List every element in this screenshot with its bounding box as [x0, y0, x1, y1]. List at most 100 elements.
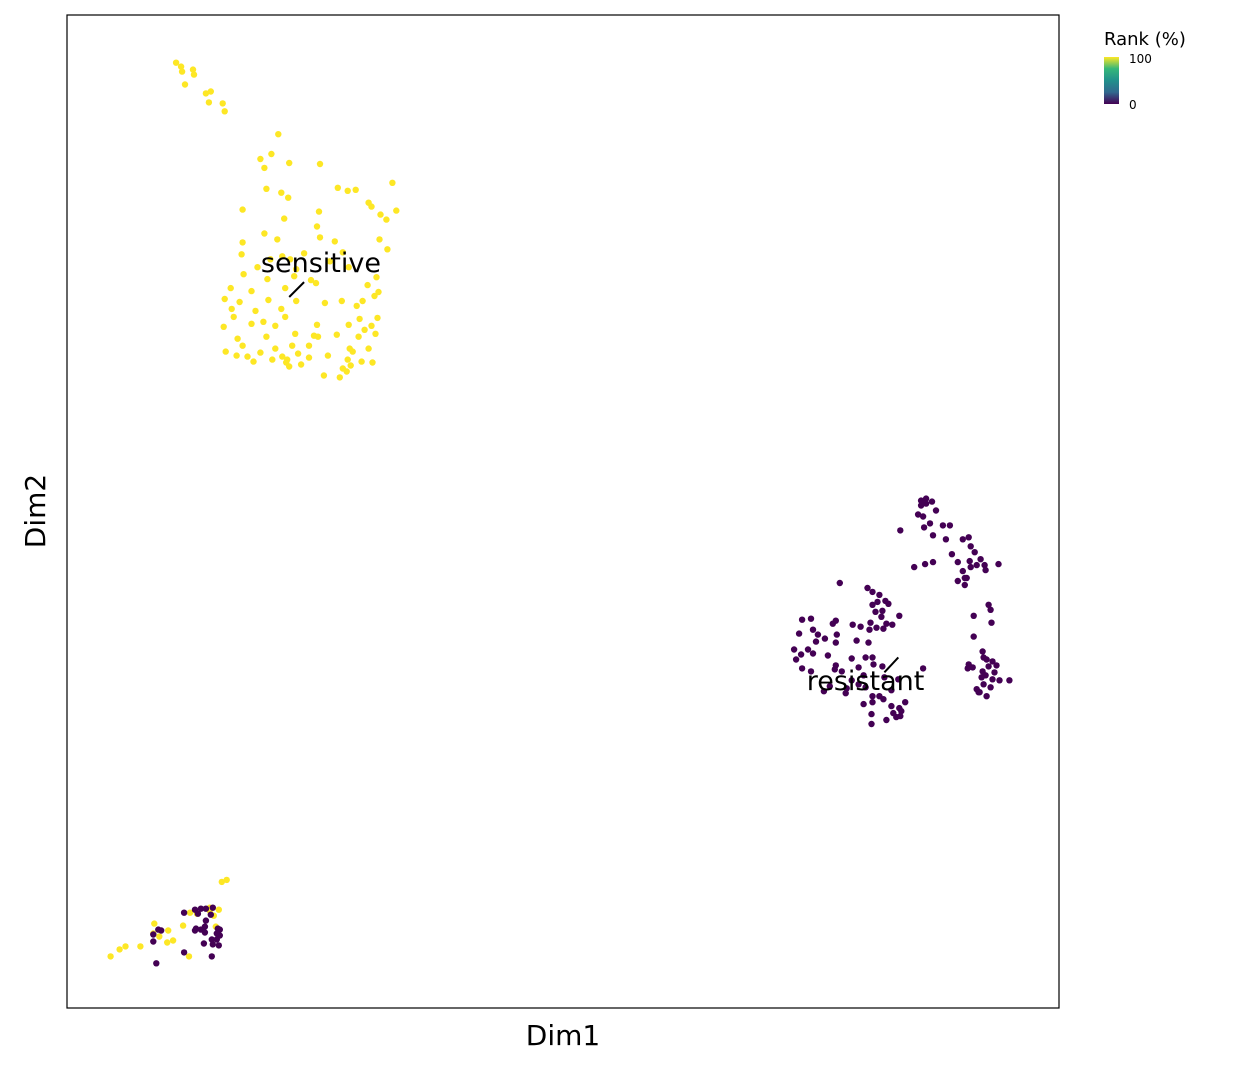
scatter-point [866, 626, 873, 633]
scatter-point [973, 561, 980, 569]
scatter-point [1006, 677, 1013, 684]
scatter-point [870, 661, 877, 668]
scatter-point [389, 179, 396, 186]
scatter-point [349, 348, 356, 355]
scatter-point [248, 320, 255, 327]
scatter-point [278, 305, 285, 313]
scatter-point [797, 651, 805, 658]
scatter-point [880, 625, 887, 632]
scatter-point [345, 264, 352, 271]
scatter-point [928, 498, 936, 505]
scatter-point [254, 264, 261, 271]
scatter-point [384, 246, 391, 253]
scatter-point [279, 253, 286, 260]
scatter-point [305, 342, 313, 349]
scatter-point [921, 560, 929, 568]
scatter-point [814, 631, 822, 638]
scatter-point [376, 236, 383, 243]
scatter-point [194, 910, 202, 917]
scatter-point [345, 321, 352, 328]
scatter-point [274, 236, 281, 243]
scatter-point [881, 674, 888, 681]
scatter-point [186, 909, 194, 916]
scatter-point [292, 330, 299, 337]
scatter-point [918, 500, 926, 507]
scatter-point [873, 624, 880, 631]
colorbar-tick-min: 0 [1129, 98, 1137, 112]
scatter-point [959, 567, 966, 575]
scatter-point [294, 350, 302, 357]
scatter-point [989, 676, 996, 683]
scatter-point [338, 297, 345, 305]
scatter-point [326, 258, 334, 265]
scatter-point [305, 354, 313, 361]
scatter-point [981, 561, 988, 569]
scatter-point [365, 345, 372, 352]
scatter-point [250, 358, 257, 365]
scatter-point [374, 314, 381, 322]
scatter-point [888, 687, 895, 694]
scatter-point [883, 620, 890, 627]
scatter-point [807, 615, 815, 622]
plot-panel [66, 14, 1060, 1009]
scatter-point [368, 322, 375, 329]
scatter-point [897, 712, 904, 720]
scatter-point [898, 707, 905, 715]
scatter-point [213, 936, 220, 943]
scatter-point [946, 522, 954, 529]
scatter-point [798, 665, 806, 672]
scatter-point [289, 342, 296, 349]
scatter-point [824, 652, 832, 659]
scatter-point [985, 601, 992, 608]
scatter-point [993, 662, 1000, 669]
scatter-point [347, 362, 354, 369]
scatter-point [272, 322, 279, 329]
scatter-point [902, 699, 909, 706]
scatter-point [869, 654, 876, 661]
scatter-point [889, 621, 896, 628]
scatter-point [236, 298, 243, 306]
scatter-point [978, 674, 985, 681]
scatter-point [222, 348, 229, 355]
scatter-point [970, 633, 977, 640]
scatter-point [314, 333, 322, 340]
scatter-point [795, 630, 803, 637]
scatter-point [919, 513, 927, 520]
scatter-point [227, 284, 234, 292]
scatter-point [263, 333, 270, 340]
scatter-point [190, 71, 198, 78]
scatter-point [966, 557, 973, 565]
scatter-point [371, 292, 378, 300]
scatter-point [324, 352, 332, 359]
scatter-point [180, 909, 188, 916]
scatter-point [820, 688, 828, 695]
scatter-point [230, 313, 237, 321]
scatter-point [355, 333, 362, 340]
scatter-point [829, 620, 836, 627]
scatter-point [221, 108, 228, 115]
scatter-point [269, 356, 276, 363]
scatter-point [202, 905, 210, 912]
scatter-point [919, 665, 927, 672]
scatter-point [838, 668, 845, 675]
scatter-point [178, 68, 186, 75]
scatter-point [965, 534, 972, 541]
scatter-point [233, 352, 240, 359]
scatter-point [286, 363, 293, 370]
scatter-point [888, 702, 895, 710]
scatter-point [874, 598, 881, 606]
scatter-point [263, 185, 270, 192]
scatter-point [961, 581, 968, 589]
scatter-point [853, 637, 860, 644]
scatter-point [234, 335, 241, 342]
scatter-point [107, 953, 114, 960]
scatter-point [876, 591, 883, 599]
scatter-point [843, 685, 850, 692]
scatter-point [344, 187, 351, 194]
x-axis-title: Dim1 [526, 1019, 600, 1052]
legend-title: Rank (%) [1104, 29, 1186, 50]
scatter-point [979, 648, 986, 655]
scatter-point [116, 946, 123, 953]
scatter-point [291, 273, 298, 280]
scatter-point [869, 693, 876, 700]
